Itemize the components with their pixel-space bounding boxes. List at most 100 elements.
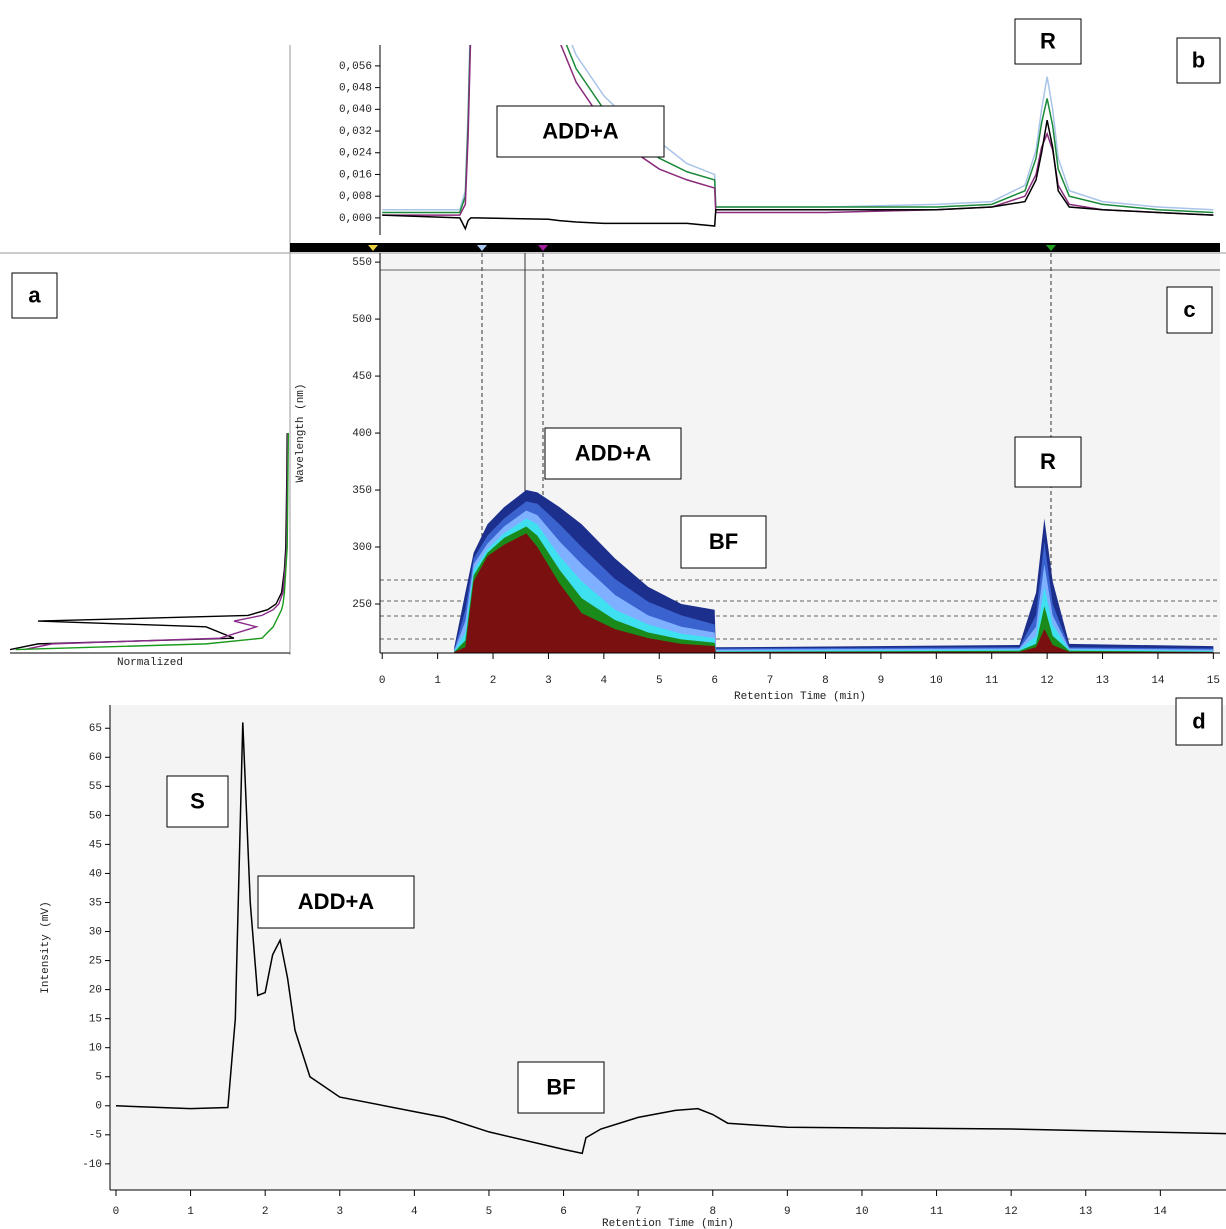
annotation-box	[496, 105, 665, 158]
annotation: BF	[709, 529, 738, 554]
y-tick-label: 400	[352, 428, 372, 440]
y-tick-label: 45	[89, 839, 102, 851]
x-tick-label: 12	[1005, 1206, 1018, 1218]
annotation: R	[1040, 449, 1056, 474]
annotation: BF	[546, 1074, 575, 1099]
x-axis-label: Retention Time (min)	[602, 1218, 734, 1229]
annotation-box	[257, 875, 415, 929]
panel: Normalized a	[10, 272, 290, 669]
x-tick-label: 0	[379, 675, 386, 687]
x-tick-label: 13	[1079, 1206, 1092, 1218]
x-tick-label: 15	[1207, 675, 1220, 687]
x-tick-label: 7	[767, 675, 774, 687]
y-tick-label: 50	[89, 810, 102, 822]
trace-line	[382, 120, 1214, 231]
spectrum-line	[15, 433, 290, 651]
panel-label-box	[1176, 37, 1221, 84]
x-tick-label: 3	[336, 1206, 343, 1218]
x-axis-label: Normalized	[117, 657, 183, 669]
annotation-box	[1014, 436, 1082, 488]
x-tick-label: 1	[187, 1206, 194, 1218]
y-tick-label: 300	[352, 542, 372, 554]
y-tick-label: 40	[89, 868, 102, 880]
contour-band	[454, 533, 1214, 653]
x-tick-label: 6	[560, 1206, 567, 1218]
x-tick-label: 12	[1041, 675, 1054, 687]
y-tick-label: 250	[352, 599, 372, 611]
contour-band	[454, 510, 1214, 653]
y-tick-label: 450	[352, 371, 372, 383]
x-tick-label: 14	[1151, 675, 1165, 687]
y-tick-label: 0,040	[339, 104, 372, 116]
panel-label: b	[1192, 47, 1205, 72]
trace-line	[382, 45, 1214, 211]
annotation-box	[680, 515, 767, 569]
panel-label-box	[11, 272, 58, 319]
x-tick-label: 11	[985, 675, 999, 687]
x-tick-label: 0	[113, 1206, 120, 1218]
panel-label: a	[28, 282, 41, 307]
x-tick-label: 14	[1154, 1206, 1168, 1218]
x-tick-label: 9	[784, 1206, 791, 1218]
x-tick-label: 8	[822, 675, 829, 687]
y-axis-label: Intensity (mV)	[40, 901, 52, 993]
y-axis-label: Wavelength (nm)	[295, 383, 307, 482]
annotation-box	[517, 1061, 605, 1114]
y-tick-label: 10	[89, 1043, 102, 1055]
marker	[477, 245, 487, 251]
x-axis-label: Retention Time (min)	[734, 691, 866, 703]
x-tick-label: 9	[878, 675, 885, 687]
x-tick-label: 5	[486, 1206, 493, 1218]
spectrum-line	[23, 433, 289, 651]
panel-label: d	[1192, 708, 1205, 733]
y-tick-label: 500	[352, 314, 372, 326]
x-tick-label: 4	[601, 675, 608, 687]
annotation: ADD+A	[575, 440, 652, 465]
y-tick-label: 30	[89, 926, 102, 938]
panel-label: c	[1183, 297, 1195, 322]
spectrum-line	[10, 433, 288, 651]
panel-label-box	[1166, 286, 1213, 334]
x-tick-label: 5	[656, 675, 663, 687]
y-tick-label: 0	[95, 1101, 102, 1113]
y-tick-label: 25	[89, 955, 102, 967]
x-tick-label: 6	[711, 675, 718, 687]
x-tick-label: 13	[1096, 675, 1109, 687]
y-tick-label: 60	[89, 752, 102, 764]
x-tick-label: 11	[930, 1206, 944, 1218]
panel-label-box	[1175, 697, 1223, 746]
x-tick-label: 2	[262, 1206, 269, 1218]
annotation-box	[166, 775, 229, 828]
y-tick-label: 550	[352, 257, 372, 269]
x-tick-label: 7	[635, 1206, 642, 1218]
plot-bg	[110, 705, 1226, 1190]
annotation: ADD+A	[542, 118, 619, 143]
y-tick-label: 0,008	[339, 191, 372, 203]
y-tick-label: 0,016	[339, 169, 372, 181]
plot	[115, 722, 1226, 1155]
marker	[368, 245, 378, 251]
y-tick-label: 15	[89, 1014, 102, 1026]
y-tick-label: 0,048	[339, 83, 372, 95]
annotation: R	[1040, 28, 1056, 53]
annotation-box	[1014, 18, 1082, 65]
y-tick-label: -5	[89, 1130, 102, 1142]
plot	[454, 490, 1214, 653]
y-tick-label: 350	[352, 485, 372, 497]
annotation-box	[544, 427, 682, 480]
x-tick-label: 10	[930, 675, 943, 687]
marker	[1046, 245, 1056, 251]
y-tick-label: 20	[89, 985, 102, 997]
trace-line	[115, 722, 1226, 1155]
y-tick-label: 0,000	[339, 213, 372, 225]
y-tick-label: -10	[82, 1159, 102, 1171]
plot	[382, 45, 1214, 231]
y-tick-label: 0,024	[339, 148, 372, 160]
panel: 0,000 0,008 0,016 0,024 0,032 0,040 0,048 0,056…	[339, 18, 1221, 235]
y-tick-label: 55	[89, 781, 102, 793]
marker	[538, 245, 548, 251]
